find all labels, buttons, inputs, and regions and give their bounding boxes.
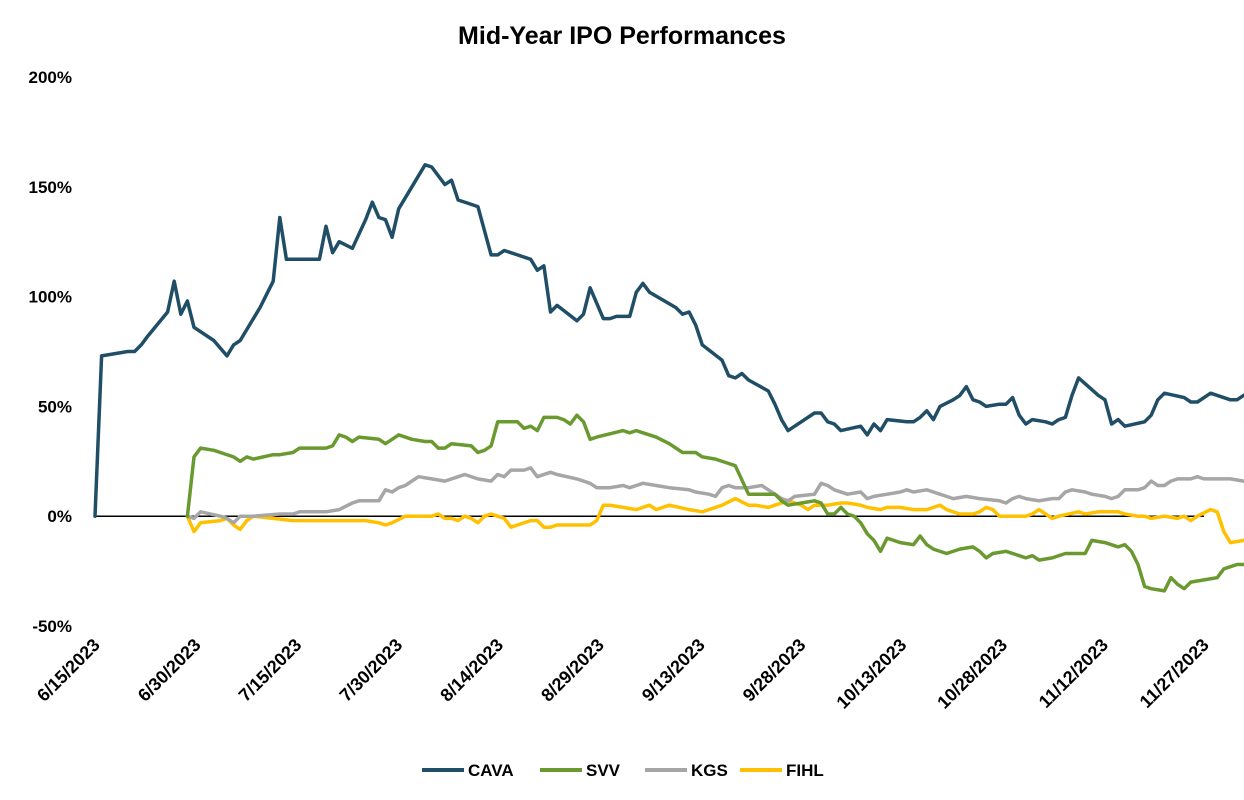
series-lines: [93, 163, 1244, 593]
x-tick-label: 9/13/2023: [638, 635, 709, 706]
legend-label-svv: SVV: [586, 761, 621, 780]
series-line-kgs: [185, 466, 1244, 525]
y-axis: 200% 150% 100% 50% 0% -50%: [29, 68, 72, 636]
y-tick-label: 100%: [29, 288, 72, 307]
x-tick-label: 11/12/2023: [1035, 635, 1112, 712]
series-line-cava: [93, 163, 1244, 518]
x-tick-label: 6/15/2023: [33, 635, 104, 706]
x-tick-label: 7/30/2023: [336, 635, 407, 706]
series-line-fihl: [185, 496, 1244, 545]
y-tick-label: 0%: [47, 507, 72, 526]
y-tick-label: -50%: [32, 617, 72, 636]
x-tick-label: 7/15/2023: [235, 635, 306, 706]
series-line-svv: [185, 413, 1244, 593]
y-tick-label: 150%: [29, 178, 72, 197]
legend-label-kgs: KGS: [691, 761, 728, 780]
legend: CAVA SVV KGS FIHL: [422, 761, 824, 780]
x-tick-label: 10/28/2023: [933, 635, 1011, 713]
x-tick-label: 11/27/2023: [1136, 635, 1213, 712]
x-tick-label: 9/28/2023: [739, 635, 810, 706]
chart-title: Mid-Year IPO Performances: [458, 22, 786, 50]
y-tick-label: 50%: [38, 397, 72, 416]
x-axis: 6/15/2023 6/30/2023 7/15/2023 7/30/2023 8/14…: [33, 635, 1213, 713]
legend-label-fihl: FIHL: [786, 761, 824, 780]
x-tick-label: 8/29/2023: [537, 635, 608, 706]
x-tick-label: 6/30/2023: [134, 635, 205, 706]
y-tick-label: 200%: [29, 68, 72, 87]
x-tick-label: 10/13/2023: [833, 635, 911, 713]
legend-label-cava: CAVA: [468, 761, 514, 780]
x-tick-label: 8/14/2023: [436, 635, 507, 706]
